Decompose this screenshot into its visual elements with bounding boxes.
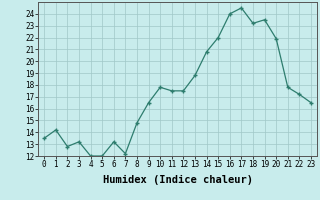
X-axis label: Humidex (Indice chaleur): Humidex (Indice chaleur) <box>103 175 252 185</box>
